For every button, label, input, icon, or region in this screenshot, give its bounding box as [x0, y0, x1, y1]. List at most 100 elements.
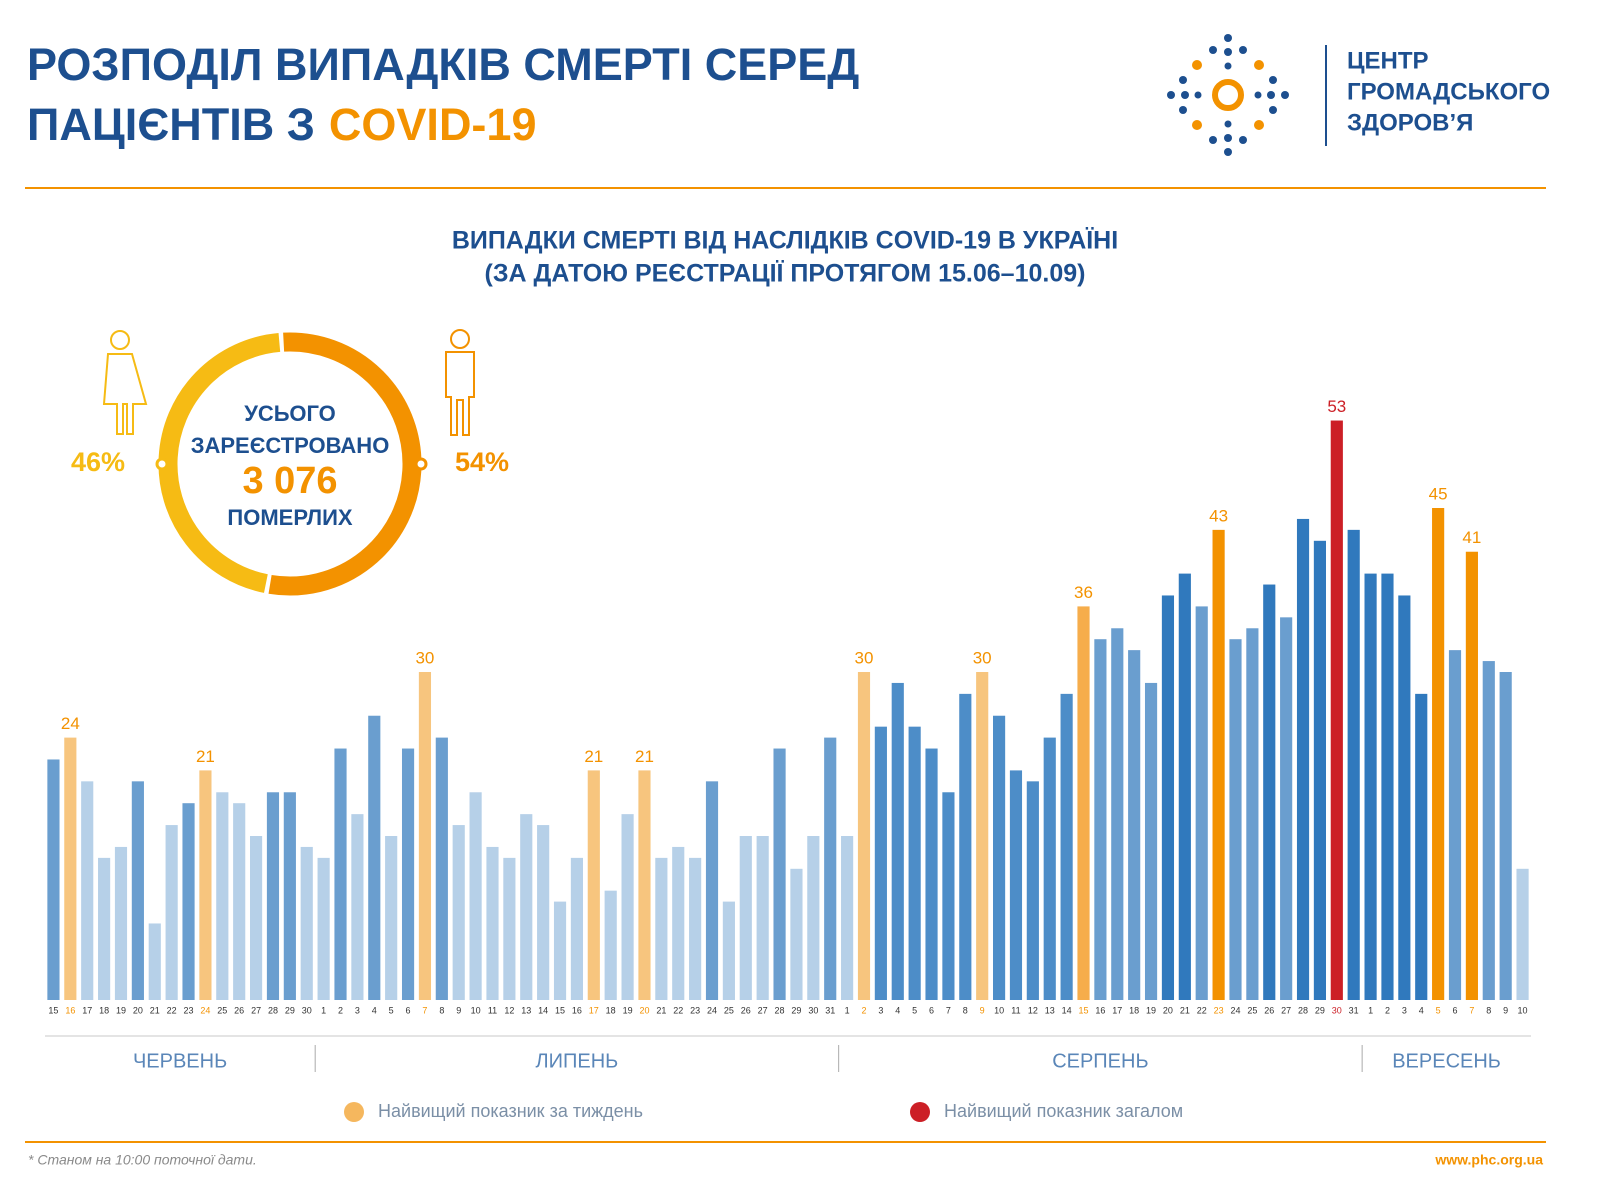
bar	[300, 846, 313, 1000]
bar	[199, 770, 212, 1000]
x-tick-label: 24	[200, 1005, 210, 1015]
bar	[857, 672, 871, 1000]
bar	[98, 857, 111, 1000]
x-tick-label: 4	[372, 1005, 377, 1015]
bar	[1128, 650, 1141, 1000]
x-tick-label: 7	[422, 1005, 427, 1015]
value-label: 41	[1462, 528, 1481, 547]
bar	[959, 693, 972, 1000]
donut-dot	[155, 457, 169, 471]
x-tick-label: 11	[1011, 1005, 1020, 1015]
bar	[1347, 529, 1360, 1000]
x-tick-label: 23	[1214, 1005, 1224, 1015]
bar	[587, 770, 600, 1000]
logo-mark	[1167, 34, 1289, 156]
percent-label: 46%	[71, 447, 125, 477]
x-tick-label: 14	[538, 1005, 548, 1015]
x-tick-label: 21	[150, 1005, 160, 1015]
center-text: ЗАРЕЄСТРОВАНО	[191, 433, 390, 458]
bar	[553, 901, 567, 1000]
bar	[1161, 595, 1175, 1000]
bar	[739, 836, 752, 1000]
bar	[1398, 595, 1411, 1000]
bar	[1229, 639, 1242, 1000]
x-tick-label: 20	[1163, 1005, 1173, 1015]
legend-marker	[910, 1102, 930, 1122]
total: 3 076	[242, 460, 337, 502]
x-tick-label: 3	[1402, 1005, 1407, 1015]
center-text: ПОМЕРЛИХ	[227, 505, 352, 530]
x-tick-label: 10	[994, 1005, 1004, 1015]
x-tick-label: 30	[808, 1005, 818, 1015]
x-tick-label: 26	[741, 1005, 751, 1015]
x-tick-label: 12	[504, 1005, 514, 1015]
bar	[993, 715, 1006, 1000]
x-tick-label: 2	[1385, 1005, 1390, 1015]
x-tick-label: 18	[99, 1005, 109, 1015]
x-tick-label: 1	[1368, 1005, 1373, 1015]
x-tick-label: 22	[673, 1005, 683, 1015]
x-tick-label: 8	[439, 1005, 444, 1015]
month-label: СЕРПЕНЬ	[1052, 1050, 1148, 1072]
x-tick-label: 28	[1298, 1005, 1308, 1015]
x-tick-label: 15	[1079, 1005, 1089, 1015]
bar	[689, 857, 702, 1000]
x-tick-label: 18	[606, 1005, 616, 1015]
value-label: 30	[415, 648, 434, 667]
x-tick-label: 30	[1332, 1005, 1342, 1015]
bar	[148, 923, 161, 1000]
x-tick-label: 5	[1436, 1005, 1441, 1015]
bar	[250, 836, 263, 1000]
x-tick-label: 6	[1453, 1005, 1458, 1015]
bar	[1432, 508, 1445, 1000]
x-tick-label: 25	[724, 1005, 734, 1015]
bar	[401, 748, 415, 1000]
value-label: 21	[196, 747, 215, 766]
bar	[64, 737, 77, 1000]
x-tick-label: 9	[1503, 1005, 1508, 1015]
bar	[1060, 693, 1073, 1000]
x-tick-label: 17	[1112, 1005, 1122, 1015]
x-tick-label: 20	[133, 1005, 143, 1015]
value-label: 36	[1074, 583, 1093, 602]
x-tick-label: 30	[302, 1005, 312, 1015]
bar	[807, 836, 820, 1000]
month-label: ЧЕРВЕНЬ	[133, 1050, 227, 1072]
x-tick-label: 16	[65, 1005, 75, 1015]
bar	[1415, 693, 1428, 1000]
bar	[1026, 781, 1039, 1000]
bar	[773, 748, 786, 1000]
bar	[1077, 606, 1090, 1000]
chart-title: ВИПАДКИ СМЕРТІ ВІД НАСЛІДКІВ COVID-19 В …	[452, 227, 1118, 255]
x-tick-label: 3	[878, 1005, 883, 1015]
bar	[1516, 868, 1529, 1000]
x-tick-label: 31	[1349, 1005, 1359, 1015]
x-tick-label: 27	[251, 1005, 261, 1015]
bar	[47, 759, 60, 1000]
x-tick-label: 19	[1146, 1005, 1156, 1015]
x-tick-label: 2	[861, 1005, 866, 1015]
bar	[182, 803, 195, 1000]
bar	[1009, 770, 1023, 1000]
bar	[435, 737, 448, 1000]
bar	[1144, 682, 1158, 1000]
x-tick-label: 15	[48, 1005, 58, 1015]
x-tick-label: 7	[1469, 1005, 1474, 1015]
man-icon	[445, 329, 475, 436]
x-tick-label: 28	[268, 1005, 278, 1015]
x-tick-label: 5	[389, 1005, 394, 1015]
x-tick-label: 29	[285, 1005, 295, 1015]
x-tick-label: 1	[845, 1005, 850, 1015]
bar	[841, 836, 854, 1000]
x-tick-label: 4	[895, 1005, 900, 1015]
x-tick-label: 9	[980, 1005, 985, 1015]
bar	[537, 825, 550, 1000]
bar	[1313, 540, 1326, 1000]
x-tick-label: 25	[217, 1005, 227, 1015]
bar	[385, 836, 398, 1000]
x-tick-label: 21	[1180, 1005, 1190, 1015]
bar	[1246, 628, 1259, 1000]
bar	[976, 672, 989, 1000]
woman-icon	[102, 330, 148, 435]
